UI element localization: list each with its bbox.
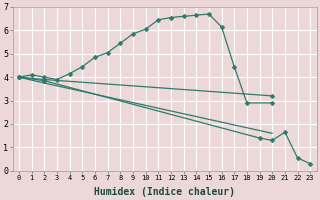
- X-axis label: Humidex (Indice chaleur): Humidex (Indice chaleur): [94, 186, 235, 197]
